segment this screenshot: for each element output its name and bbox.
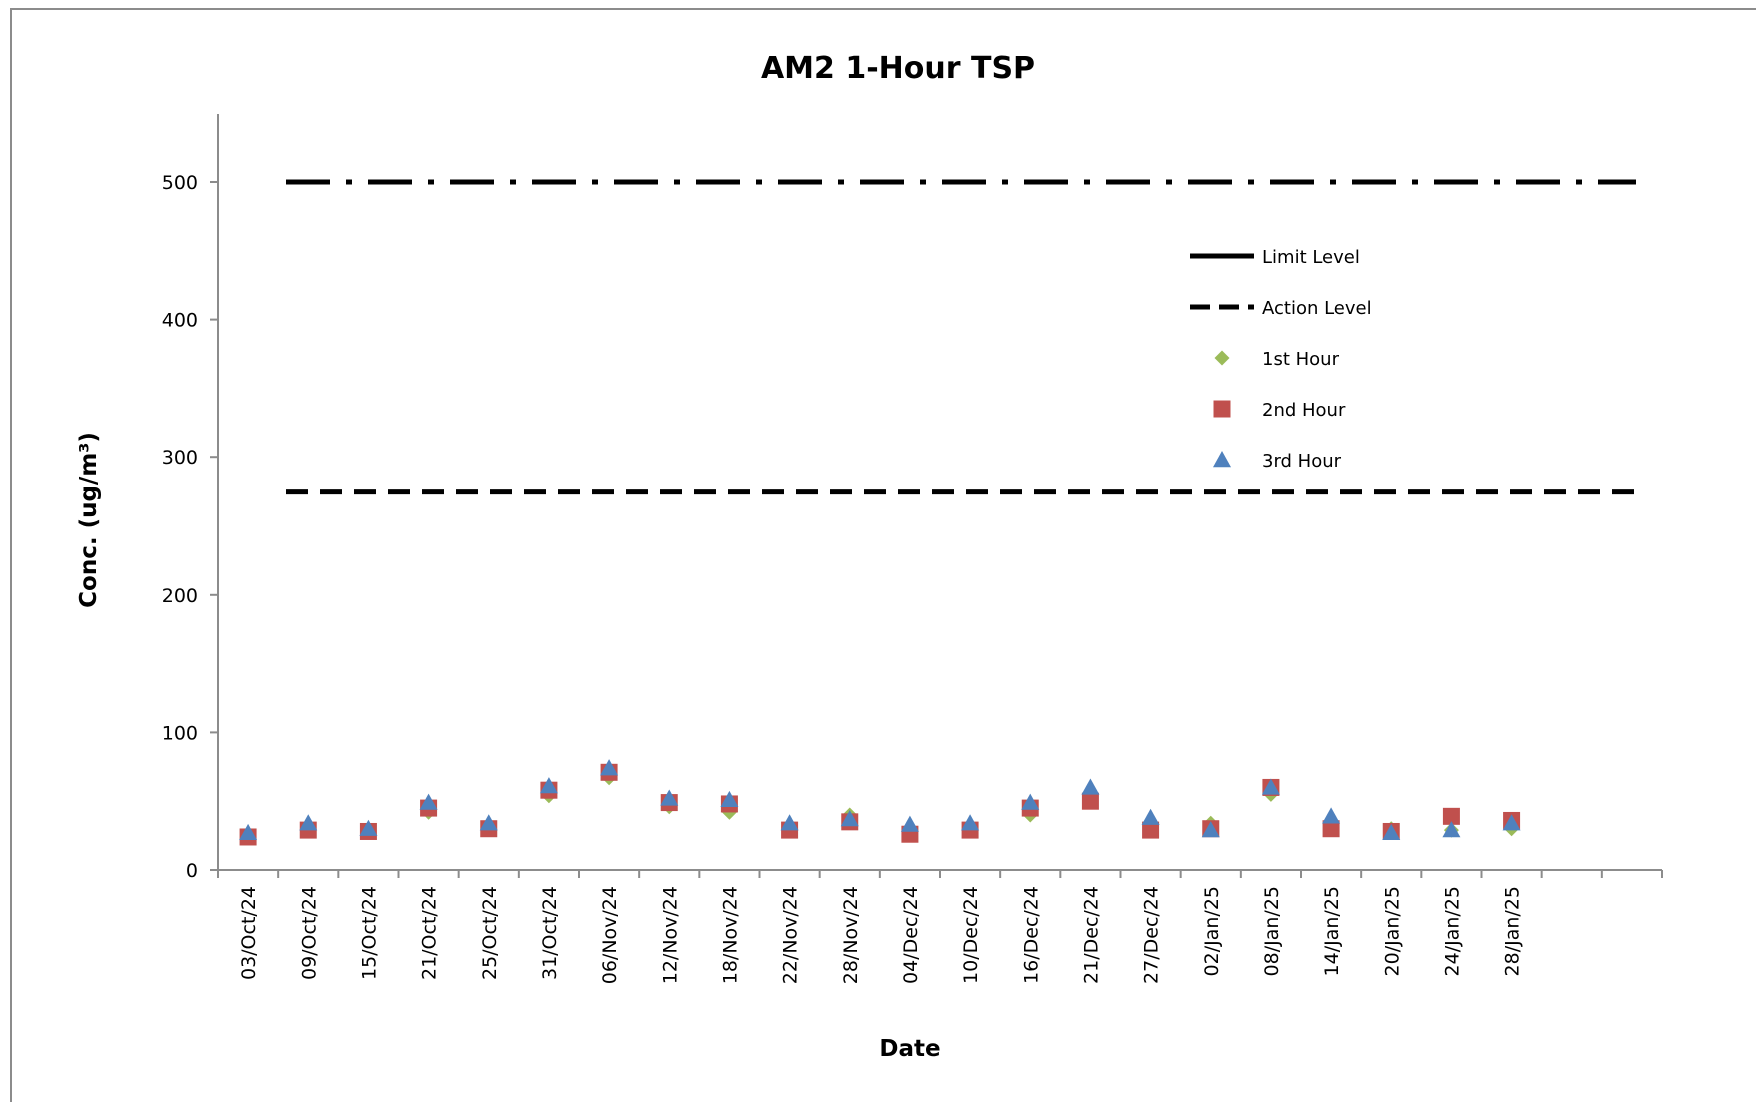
legend-label: 3rd Hour (1262, 451, 1342, 472)
legend-marker-symbol (1213, 451, 1231, 468)
3rd-hour-point (720, 790, 739, 808)
2nd-hour-point (1442, 807, 1460, 825)
legend-marker-symbol (1214, 350, 1230, 366)
2nd-hour-point (1142, 821, 1160, 839)
3rd-hour-point (1502, 814, 1521, 831)
x-tick-label: 03/Oct/24 (238, 886, 260, 980)
legend-marker-symbol (1213, 400, 1231, 418)
x-tick-label: 16/Dec/24 (1020, 886, 1042, 984)
3rd-hour-point (660, 789, 679, 806)
x-tick-label: 15/Oct/24 (358, 886, 380, 980)
x-tick-label: 27/Dec/24 (1141, 886, 1163, 984)
3rd-hour-point (840, 810, 859, 827)
legend-label: Action Level (1262, 298, 1372, 319)
3rd-hour-point (1201, 821, 1220, 838)
3rd-hour-point (900, 815, 919, 832)
3rd-hour-point (1442, 821, 1461, 838)
3rd-hour-point (539, 777, 558, 794)
y-tick-label: 400 (162, 310, 198, 332)
x-tick-label: 04/Dec/24 (900, 886, 922, 984)
y-tick-label: 100 (162, 722, 198, 744)
x-tick-label: 02/Jan/25 (1201, 886, 1223, 976)
x-axis-title: Date (879, 1036, 940, 1062)
3rd-hour-point (479, 814, 498, 831)
chart-frame (10, 8, 1756, 1102)
3rd-hour-point (961, 814, 980, 831)
2nd-hour-point (1081, 792, 1099, 810)
x-tick-label: 14/Jan/25 (1321, 886, 1343, 976)
3rd-hour-point (1021, 793, 1040, 810)
y-axis-title: Conc. (ug/m³) (76, 432, 102, 608)
x-tick-label: 21/Oct/24 (419, 886, 441, 980)
3rd-hour-point (359, 819, 378, 836)
x-tick-label: 21/Dec/24 (1080, 886, 1102, 984)
2nd-hour-point (1322, 820, 1340, 838)
3rd-hour-point (299, 814, 318, 831)
x-tick-label: 10/Dec/24 (960, 886, 982, 984)
3rd-hour-point (419, 793, 438, 810)
x-tick-label: 28/Nov/24 (840, 886, 862, 984)
x-tick-label: 20/Jan/25 (1381, 886, 1403, 976)
x-tick-label: 09/Oct/24 (298, 886, 320, 980)
3rd-hour-point (239, 823, 258, 841)
x-tick-label: 12/Nov/24 (659, 886, 681, 984)
y-tick-label: 0 (186, 860, 198, 882)
x-tick-label: 18/Nov/24 (719, 886, 741, 984)
x-tick-label: 28/Jan/25 (1502, 886, 1524, 976)
x-tick-label: 06/Nov/24 (599, 886, 621, 984)
x-tick-label: 08/Jan/25 (1261, 886, 1283, 976)
chart-title: AM2 1-Hour TSP (761, 51, 1035, 86)
3rd-hour-point (780, 814, 799, 831)
3rd-hour-point (1141, 808, 1160, 825)
3rd-hour-point (1382, 823, 1401, 841)
x-tick-label: 24/Jan/25 (1441, 886, 1463, 976)
y-tick-label: 200 (162, 585, 198, 607)
legend-label: Limit Level (1262, 247, 1360, 268)
y-tick-label: 300 (162, 447, 198, 469)
3rd-hour-point (1081, 778, 1100, 795)
x-tick-label: 25/Oct/24 (479, 886, 501, 980)
x-tick-label: 31/Oct/24 (539, 886, 561, 980)
plot-area: 0 100 200 300 400 500 03/Oct/24 09/Oct/24 15/Oct… (162, 114, 1663, 984)
3rd-hour-point (1322, 807, 1341, 824)
x-tick-label: 22/Nov/24 (780, 886, 802, 984)
legend-label: 2nd Hour (1262, 400, 1346, 421)
legend-label: 1st Hour (1262, 349, 1340, 370)
y-tick-label: 500 (162, 172, 198, 194)
3rd-hour-point (600, 759, 619, 776)
legend: Limit Level Action Level 1st Hour 2nd Hour 3… (1190, 247, 1372, 472)
3rd-hour-point (1261, 778, 1280, 795)
